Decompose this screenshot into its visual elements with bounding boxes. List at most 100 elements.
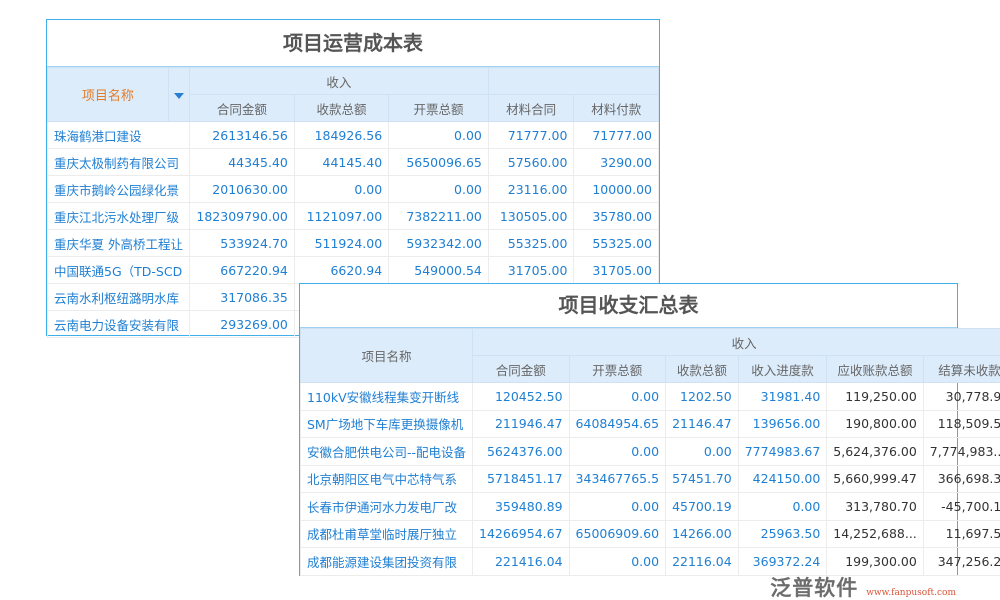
project-name-link[interactable]: 云南电力设备安装有限	[47, 310, 190, 338]
cell-value: 6620.94	[293, 256, 390, 284]
table-row[interactable]: 中国联通5G（TD-SCD 667220.94 6620.94 549000.54 31…	[47, 256, 659, 284]
cost-table: 项目名称 收入 合同金额 收款总额 开票总额 材料合同 材料付款 珠海鹤港口建设 2613…	[47, 67, 660, 338]
project-name-link[interactable]: 重庆华夏 外高桥工程让	[47, 229, 190, 257]
cell-value: 2010630.00	[188, 175, 295, 203]
cell-value: 3290.00	[573, 148, 659, 176]
project-name-link[interactable]: 成都杜甫草堂临时展厅独立	[299, 519, 474, 548]
project-name-link[interactable]: 重庆市鹅岭公园绿化景	[47, 175, 190, 203]
cell-value: 359480.89	[472, 492, 570, 521]
cell-value: 30,778.90	[922, 382, 1000, 411]
cell-value: 139656.00	[737, 409, 828, 438]
cell-value: 369372.24	[737, 547, 828, 576]
table-row[interactable]: 重庆市鹅岭公园绿化景 2010630.00 0.00 0.00 23116.00 1000…	[47, 175, 659, 203]
cell-value: 71777.00	[573, 121, 659, 149]
project-name-link[interactable]: 中国联通5G（TD-SCD	[47, 256, 190, 284]
column-header[interactable]: 应收账款总额	[826, 355, 924, 383]
table-row[interactable]: 重庆太极制药有限公司 44345.40 44145.40 5650096.65 5756…	[47, 148, 659, 176]
cell-value: 1202.50	[665, 382, 739, 411]
cell-value: 184926.56	[293, 121, 390, 149]
cell-value: 44345.40	[188, 148, 295, 176]
column-header[interactable]: 合同金额	[472, 355, 570, 383]
cell-value: 0.00	[568, 382, 667, 411]
project-name-link[interactable]: 珠海鹤港口建设	[47, 121, 190, 149]
cell-value: 0.00	[293, 175, 390, 203]
cell-value: 55325.00	[573, 229, 659, 257]
project-name-link[interactable]: 重庆太极制药有限公司	[47, 148, 190, 176]
column-header[interactable]: 收款总额	[665, 355, 739, 383]
table-row[interactable]: 成都杜甫草堂临时展厅独立 14266954.67 65006909.60 14266.…	[299, 519, 1000, 548]
group-header-income: 收入	[188, 67, 489, 95]
column-header[interactable]: 结算未收款	[922, 355, 1000, 383]
cell-value: 31981.40	[737, 382, 828, 411]
table-row[interactable]: 安徽合肥供电公司--配电设备 5624376.00 0.00 0.00 7774983.…	[299, 437, 1000, 466]
column-header-project-name[interactable]: 项目名称	[299, 328, 474, 383]
panel-title: 项目收支汇总表	[300, 284, 957, 328]
group-header-income: 收入	[472, 328, 1000, 356]
project-name-link[interactable]: 长春市伊通河水力发电厂改	[299, 492, 474, 521]
cell-value: 7774983.67	[737, 437, 828, 466]
column-header[interactable]: 收入进度款	[737, 355, 828, 383]
cell-value: -45,700.19	[922, 492, 1000, 521]
cell-value: 57560.00	[487, 148, 575, 176]
cell-value: 0.00	[568, 437, 667, 466]
column-header[interactable]: 开票总额	[568, 355, 667, 383]
table-row[interactable]: 北京朝阳区电气中芯特气系 5718451.17 343467765.5 57451.7…	[299, 464, 1000, 493]
cell-value: 57451.70	[665, 464, 739, 493]
logo-url: www.fanpusoft.com	[866, 588, 956, 598]
cell-value: 5,660,999.47	[826, 464, 924, 493]
project-name-link[interactable]: 北京朝阳区电气中芯特气系	[299, 464, 474, 493]
cell-value: 23116.00	[487, 175, 575, 203]
table-row[interactable]: 重庆华夏 外高桥工程让 533924.70 511924.00 5932342.00 5…	[47, 229, 659, 257]
cell-value: 25963.50	[737, 519, 828, 548]
cell-value: 5,624,376.00	[826, 437, 924, 466]
project-name-link[interactable]: SM广场地下车库更换摄像机	[299, 409, 474, 438]
column-header[interactable]: 材料合同	[487, 94, 575, 122]
cell-value: 14266.00	[665, 519, 739, 548]
watermark-logo: 泛普软件 www.fanpusoft.com	[770, 577, 956, 600]
cell-value: 221416.04	[472, 547, 570, 576]
cell-value: 14266954.67	[472, 519, 570, 548]
cell-value: 7,774,983....	[922, 437, 1000, 466]
cell-value: 0.00	[665, 437, 739, 466]
column-header[interactable]: 收款总额	[293, 94, 390, 122]
caret-down-icon	[173, 93, 184, 99]
table-row[interactable]: SM广场地下车库更换摄像机 211946.47 64084954.65 21146.4…	[299, 409, 1000, 438]
cell-value: 2613146.56	[188, 121, 295, 149]
cell-value: 5624376.00	[472, 437, 570, 466]
cell-value: 0.00	[388, 175, 489, 203]
cell-value: 0.00	[737, 492, 828, 521]
cell-value: 293269.00	[188, 310, 295, 338]
project-name-link[interactable]: 成都能源建设集团投资有限	[299, 547, 474, 576]
column-header-project-name[interactable]: 项目名称	[47, 67, 169, 122]
project-name-link[interactable]: 重庆江北污水处理厂级	[47, 202, 190, 230]
cell-value: 35780.00	[573, 202, 659, 230]
cell-value: 549000.54	[388, 256, 489, 284]
cell-value: 65006909.60	[568, 519, 667, 548]
project-name-link[interactable]: 云南水利枢纽潞明水库	[47, 283, 190, 311]
cell-value: 5718451.17	[472, 464, 570, 493]
cell-value: 55325.00	[487, 229, 575, 257]
table-row[interactable]: 珠海鹤港口建设 2613146.56 184926.56 0.00 71777.00 71…	[47, 121, 659, 149]
project-name-link[interactable]: 110kV安徽线程集变开断线	[299, 382, 474, 411]
cell-value: 64084954.65	[568, 409, 667, 438]
column-header[interactable]: 开票总额	[388, 94, 489, 122]
table-row[interactable]: 长春市伊通河水力发电厂改 359480.89 0.00 45700.19 0.00 313…	[299, 492, 1000, 521]
table-row[interactable]: 成都能源建设集团投资有限 221416.04 0.00 22116.04 369372.…	[299, 547, 1000, 576]
cell-value: 44145.40	[293, 148, 390, 176]
cell-value: 31705.00	[487, 256, 575, 284]
group-header-blank	[487, 67, 660, 95]
cell-value: 313,780.70	[826, 492, 924, 521]
cell-value: 21146.47	[665, 409, 739, 438]
table-row[interactable]: 110kV安徽线程集变开断线 120452.50 0.00 1202.50 31981.…	[299, 382, 1000, 411]
project-name-link[interactable]: 安徽合肥供电公司--配电设备	[299, 437, 474, 466]
cell-value: 511924.00	[293, 229, 390, 257]
cell-value: 22116.04	[665, 547, 739, 576]
cell-value: 343467765.5	[568, 464, 667, 493]
table-row[interactable]: 重庆江北污水处理厂级 182309790.00 1121097.00 7382211.…	[47, 202, 659, 230]
column-header[interactable]: 合同金额	[188, 94, 295, 122]
cell-value: 533924.70	[188, 229, 295, 257]
cell-value: 199,300.00	[826, 547, 924, 576]
column-header[interactable]: 材料付款	[573, 94, 659, 122]
filter-dropdown-button[interactable]	[167, 67, 190, 122]
cell-value: 347,256.20	[922, 547, 1000, 576]
